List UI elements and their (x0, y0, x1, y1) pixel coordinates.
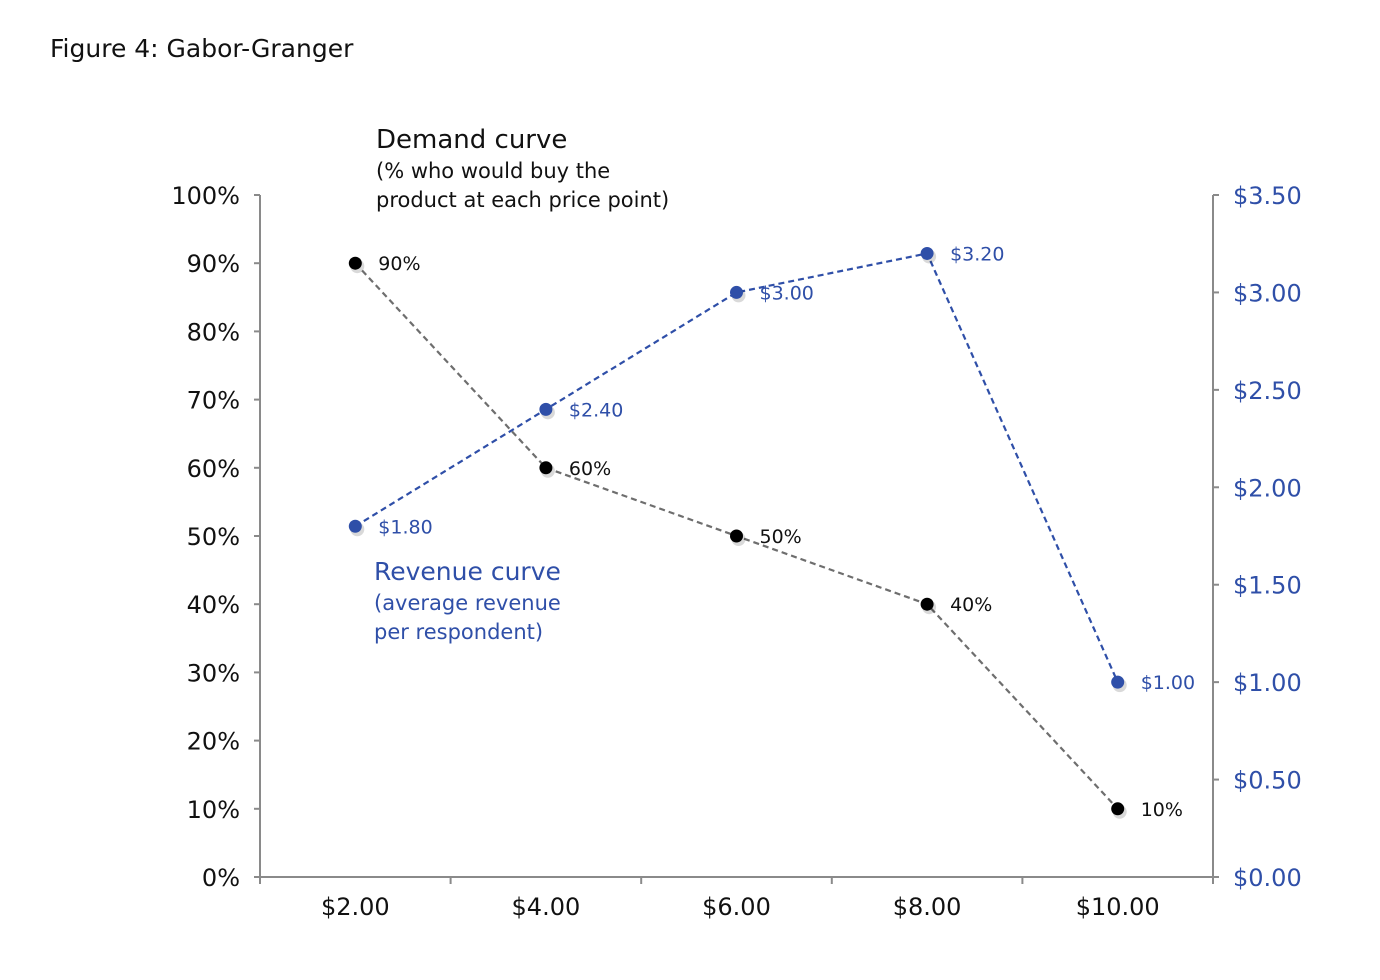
demand-data-label: 10% (1141, 799, 1183, 821)
x-tick-label: $4.00 (512, 893, 581, 921)
revenue-data-point (539, 402, 553, 416)
revenue-annotation-title: Revenue curve (374, 557, 561, 586)
right-tick-label: $2.50 (1233, 377, 1302, 405)
demand-data-point (730, 529, 743, 543)
demand-data-point (920, 597, 934, 611)
revenue-data-label: $3.00 (760, 282, 814, 304)
left-tick-label: 40% (187, 591, 240, 619)
left-tick-label: 0% (202, 864, 240, 892)
figure-title: Figure 4: Gabor-Granger (50, 34, 354, 63)
right-tick-label: $3.00 (1233, 279, 1302, 307)
demand-annotation-sub2: product at each price point) (376, 188, 669, 212)
revenue-annotation-sub1: (average revenue (374, 591, 561, 615)
revenue-data-label: $1.00 (1141, 672, 1195, 694)
revenue-data-point (730, 285, 743, 299)
left-tick-label: 60% (187, 455, 240, 483)
left-tick-label: 90% (187, 250, 240, 278)
x-tick-label: $6.00 (702, 893, 771, 921)
left-tick-label: 20% (187, 728, 240, 756)
demand-data-point (539, 461, 553, 475)
demand-data-label: 40% (950, 594, 992, 616)
revenue-annotation-sub2: per respondent) (374, 620, 543, 644)
left-tick-label: 30% (187, 659, 240, 687)
revenue-data-point (920, 246, 934, 260)
x-tick-label: $2.00 (321, 893, 390, 921)
right-tick-label: $2.00 (1233, 474, 1302, 502)
x-tick-label: $8.00 (893, 893, 962, 921)
right-tick-label: $0.50 (1233, 767, 1302, 795)
right-tick-label: $1.50 (1233, 572, 1302, 600)
demand-data-label: 60% (569, 458, 611, 480)
x-tick-label: $10.00 (1076, 893, 1160, 921)
left-tick-label: 100% (171, 182, 240, 210)
left-tick-label: 70% (187, 387, 240, 415)
revenue-data-label: $3.20 (950, 243, 1004, 265)
revenue-data-label: $1.80 (378, 516, 432, 538)
revenue-series-line (354, 252, 1119, 683)
revenue-data-label: $2.40 (569, 399, 623, 421)
left-tick-label: 10% (187, 796, 240, 824)
right-tick-label: $1.00 (1233, 669, 1302, 697)
revenue-data-point (348, 519, 362, 533)
left-tick-label: 50% (187, 523, 240, 551)
demand-data-label: 90% (378, 253, 420, 275)
revenue-data-point (1111, 675, 1125, 689)
demand-annotation-title: Demand curve (376, 125, 567, 155)
demand-annotation-sub1: (% who would buy the (376, 159, 610, 183)
right-tick-label: $3.50 (1233, 182, 1302, 210)
demand-data-label: 50% (760, 526, 802, 548)
demand-data-point (348, 256, 362, 270)
right-tick-label: $0.00 (1233, 864, 1302, 892)
demand-data-point (1111, 802, 1125, 816)
left-tick-label: 80% (187, 318, 240, 346)
